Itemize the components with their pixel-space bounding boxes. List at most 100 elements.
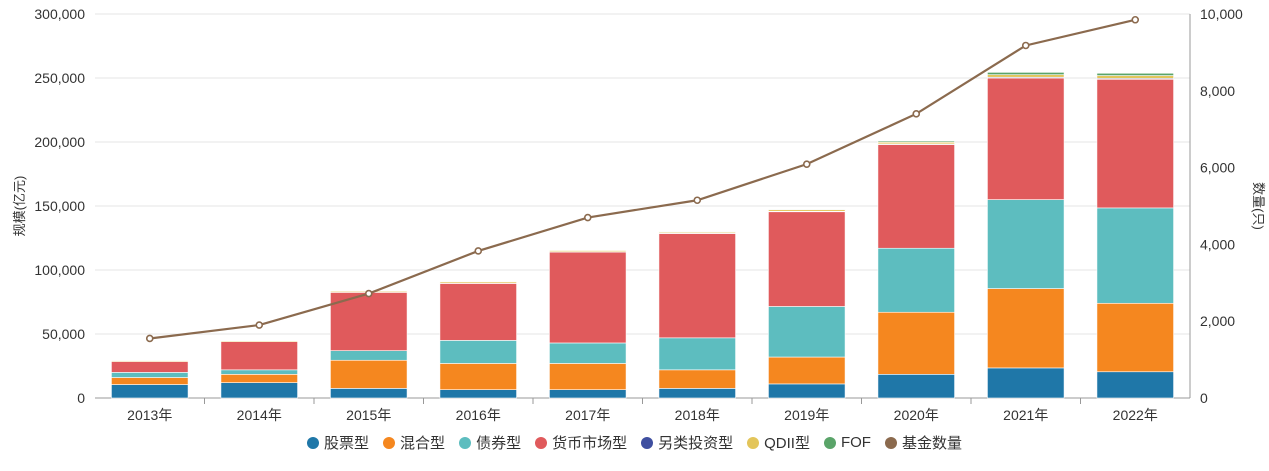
y2-tick-label: 10,000 bbox=[1200, 6, 1243, 22]
bar-segment bbox=[768, 208, 846, 211]
bar-segment bbox=[439, 281, 517, 284]
chart-svg: 0 50,000 100,000 150,000 200,000 250,000 300,0… bbox=[12, 6, 1266, 423]
legend-swatch bbox=[307, 436, 320, 449]
legend: 股票型 混合型 债券型 货币市场型 另类投资型 QDII型 FOF 基金数量 bbox=[0, 432, 1269, 453]
legend-swatch bbox=[747, 436, 760, 449]
bar-segment bbox=[330, 388, 408, 399]
y2-tick-label: 6,000 bbox=[1200, 160, 1235, 176]
y-tick-label: 250,000 bbox=[34, 70, 85, 86]
legend-swatch bbox=[884, 436, 897, 449]
bar-segment bbox=[877, 140, 955, 143]
bar-segment bbox=[1096, 75, 1174, 79]
x-tick-label: 2022年 bbox=[1113, 407, 1158, 423]
bar-segment bbox=[1096, 78, 1174, 209]
legend-label: 另类投资型 bbox=[658, 435, 734, 452]
legend-item[interactable]: FOF bbox=[823, 432, 871, 453]
line-point bbox=[364, 289, 373, 298]
y-tick-label: 100,000 bbox=[34, 262, 85, 278]
legend-item[interactable]: 混合型 bbox=[383, 432, 445, 453]
line-series bbox=[149, 18, 1136, 340]
bar-segment bbox=[220, 340, 298, 342]
legend-swatch bbox=[641, 436, 654, 449]
bar-segment bbox=[987, 77, 1065, 200]
legend-label: 股票型 bbox=[324, 435, 370, 452]
bar-segment bbox=[658, 233, 736, 339]
bar-segment bbox=[549, 389, 627, 399]
bar-segment bbox=[439, 340, 517, 364]
x-tick-label: 2019年 bbox=[784, 407, 829, 423]
x-tick-label: 2020年 bbox=[894, 407, 939, 423]
line-point bbox=[693, 196, 702, 205]
legend-item[interactable]: QDII型 bbox=[747, 432, 810, 453]
bar-segment bbox=[987, 199, 1065, 289]
bar-segment bbox=[220, 374, 298, 383]
bar-segment bbox=[877, 144, 955, 249]
bar-segment bbox=[220, 341, 298, 371]
legend-label: QDII型 bbox=[764, 435, 810, 452]
legend-swatch bbox=[459, 436, 472, 449]
bar-segment bbox=[549, 342, 627, 364]
bar-segment bbox=[987, 288, 1065, 369]
bar-segment bbox=[877, 374, 955, 399]
y2-axis-title: 数量(只) bbox=[1251, 182, 1266, 230]
bar-segment bbox=[220, 369, 298, 375]
legend-item[interactable]: 另类投资型 bbox=[641, 432, 733, 453]
bar-segment bbox=[987, 72, 1065, 75]
legend-item[interactable]: 货币市场型 bbox=[535, 432, 627, 453]
x-tick-label: 2016年 bbox=[456, 407, 501, 423]
bar-segment bbox=[439, 363, 517, 390]
bar-segment bbox=[330, 350, 408, 361]
bar-segment bbox=[111, 360, 189, 362]
bar-segment bbox=[111, 372, 189, 378]
x-tick-label: 2015年 bbox=[346, 407, 391, 423]
bar-segment bbox=[658, 337, 736, 371]
bar-segment bbox=[330, 292, 408, 351]
bar-segment bbox=[877, 247, 955, 313]
legend-label: 混合型 bbox=[400, 435, 446, 452]
y-tick-label: 0 bbox=[77, 390, 85, 406]
bar-segment bbox=[768, 356, 846, 385]
bar-segment bbox=[111, 384, 189, 399]
legend-swatch bbox=[383, 436, 396, 449]
line-point bbox=[145, 334, 154, 343]
line-point bbox=[255, 321, 264, 329]
legend-label: 债券型 bbox=[476, 435, 522, 452]
line-point bbox=[802, 160, 811, 168]
y-tick-label: 200,000 bbox=[34, 134, 85, 150]
legend-swatch bbox=[823, 436, 836, 449]
y-tick-label: 150,000 bbox=[34, 198, 85, 214]
y-tick-label: 300,000 bbox=[34, 6, 85, 22]
legend-item[interactable]: 债券型 bbox=[459, 432, 521, 453]
legend-swatch bbox=[535, 436, 548, 449]
bar-segment bbox=[1096, 207, 1174, 304]
bar-segment bbox=[877, 311, 955, 375]
bar-segment bbox=[1096, 371, 1174, 399]
bar-segment bbox=[768, 306, 846, 358]
bar-segment bbox=[658, 388, 736, 399]
legend-item[interactable]: 股票型 bbox=[307, 432, 369, 453]
x-tick-label: 2017年 bbox=[565, 407, 610, 423]
legend-label: 货币市场型 bbox=[552, 435, 628, 452]
y2-tick-label: 2,000 bbox=[1200, 313, 1235, 329]
bar-segment bbox=[111, 377, 189, 385]
y2-tick-label: 4,000 bbox=[1200, 236, 1235, 252]
line-point bbox=[474, 247, 483, 255]
bar-segment bbox=[549, 363, 627, 390]
x-tick-label: 2013年 bbox=[127, 407, 172, 423]
bar-segment bbox=[1096, 72, 1174, 76]
bar-segment bbox=[1096, 302, 1174, 373]
bar-segment bbox=[330, 359, 408, 389]
legend-item[interactable]: 基金数量 bbox=[884, 432, 962, 453]
legend-label: 基金数量 bbox=[901, 435, 962, 452]
legend-label: FOF bbox=[840, 434, 871, 451]
bar-segment bbox=[220, 382, 298, 399]
x-tick-label: 2021年 bbox=[1003, 407, 1048, 423]
x-tick-label: 2014年 bbox=[237, 407, 282, 423]
x-tick-label: 2018年 bbox=[675, 407, 720, 423]
line-point bbox=[1131, 15, 1140, 24]
y2-tick-label: 0 bbox=[1200, 390, 1208, 406]
y2-tick-label: 8,000 bbox=[1200, 83, 1235, 99]
line-point bbox=[1021, 41, 1030, 50]
line-point bbox=[912, 110, 921, 118]
